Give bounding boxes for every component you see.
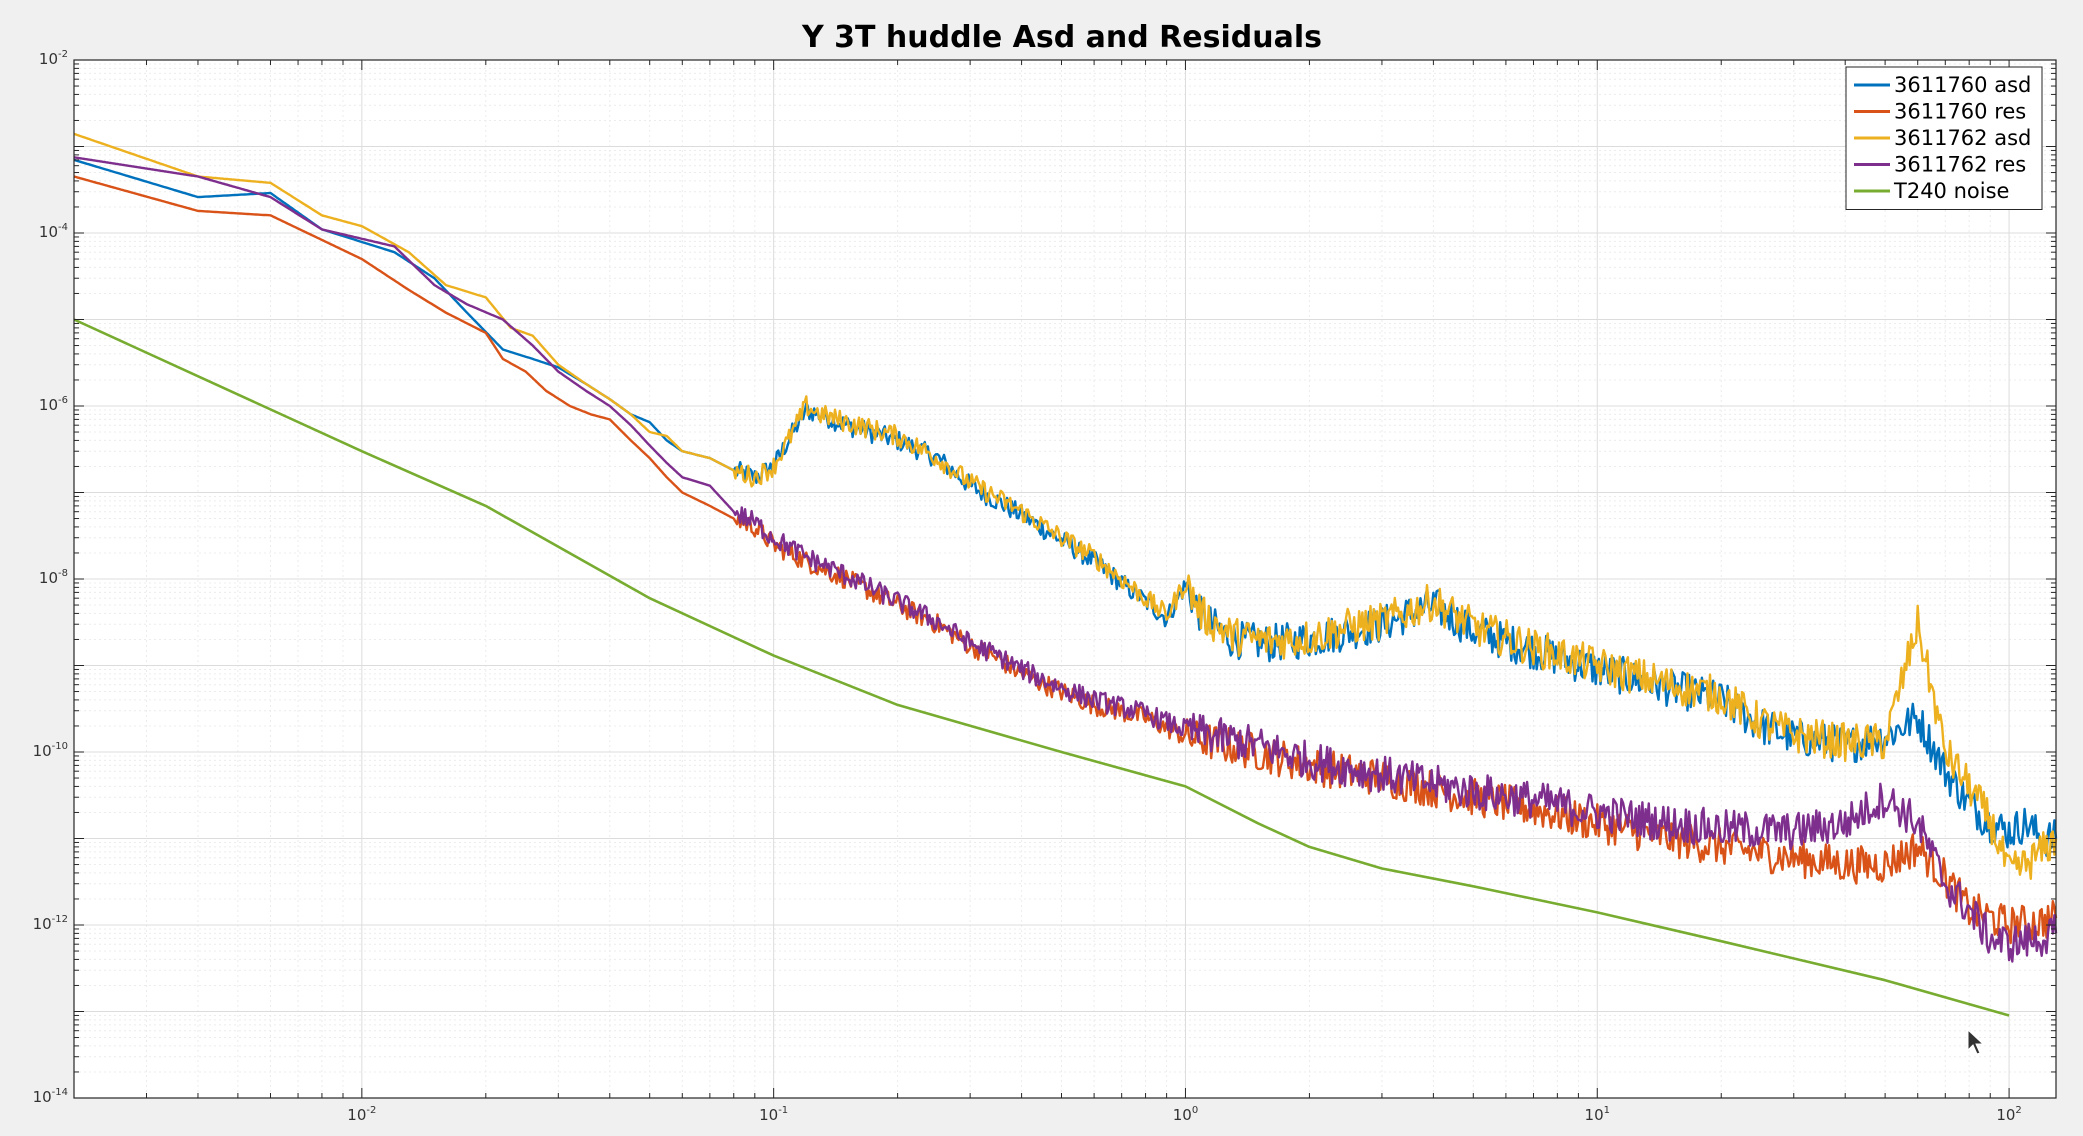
y-tick-label: 10-6 xyxy=(39,395,68,414)
x-tick-label: 100 xyxy=(1173,1105,1198,1124)
legend-entry[interactable]: 3611760 res xyxy=(1854,100,2026,124)
y-tick-label: 10-14 xyxy=(33,1087,68,1106)
svg-text:10-10: 10-10 xyxy=(33,741,68,760)
series-line xyxy=(73,132,2058,880)
x-tick-label: 10-1 xyxy=(759,1105,788,1124)
svg-text:10-14: 10-14 xyxy=(33,1087,68,1106)
svg-text:10-6: 10-6 xyxy=(39,395,68,414)
svg-text:10-2: 10-2 xyxy=(347,1105,376,1124)
series-layer xyxy=(73,132,2058,1017)
axis-ticks xyxy=(73,59,2056,1099)
mouse-cursor-icon xyxy=(1967,1028,1985,1055)
svg-text:102: 102 xyxy=(1996,1105,2021,1124)
series-line xyxy=(73,318,2010,1017)
legend-entry[interactable]: T240 noise xyxy=(1854,179,2009,203)
major-grid xyxy=(74,59,2056,1099)
legend-entry[interactable]: 3611760 asd xyxy=(1854,73,2031,97)
svg-text:100: 100 xyxy=(1173,1105,1198,1124)
y-tick-labels: 10-14 10-12 10-10 10-8 10-6 10-4 10-2 xyxy=(33,49,68,1106)
legend-label: 3611760 asd xyxy=(1894,73,2031,97)
x-tick-label: 101 xyxy=(1585,1105,1610,1124)
legend-label: 3611762 asd xyxy=(1894,126,2031,150)
svg-text:10-2: 10-2 xyxy=(39,49,68,68)
legend-label: T240 noise xyxy=(1893,179,2009,203)
y-tick-label: 10-2 xyxy=(39,49,68,68)
legend-label: 3611760 res xyxy=(1894,100,2026,124)
svg-text:10-8: 10-8 xyxy=(39,568,68,587)
svg-text:10-4: 10-4 xyxy=(39,222,68,241)
y-tick-label: 10-12 xyxy=(33,914,68,933)
svg-text:101: 101 xyxy=(1585,1105,1610,1124)
x-tick-label: 10-2 xyxy=(347,1105,376,1124)
y-tick-label: 10-10 xyxy=(33,741,68,760)
legend-label: 3611762 res xyxy=(1894,153,2026,177)
y-tick-label: 10-8 xyxy=(39,568,68,587)
series-line xyxy=(73,156,2058,963)
x-tick-labels: 10-2 10-1 100 101 102 xyxy=(347,1105,2022,1124)
legend-entry[interactable]: 3611762 asd xyxy=(1854,126,2031,150)
chart-title: Y 3T huddle Asd and Residuals xyxy=(801,20,1322,55)
svg-text:10-12: 10-12 xyxy=(33,914,68,933)
y-tick-label: 10-4 xyxy=(39,222,68,241)
x-tick-label: 102 xyxy=(1996,1105,2021,1124)
svg-text:10-1: 10-1 xyxy=(759,1105,788,1124)
legend-entry[interactable]: 3611762 res xyxy=(1854,153,2026,177)
